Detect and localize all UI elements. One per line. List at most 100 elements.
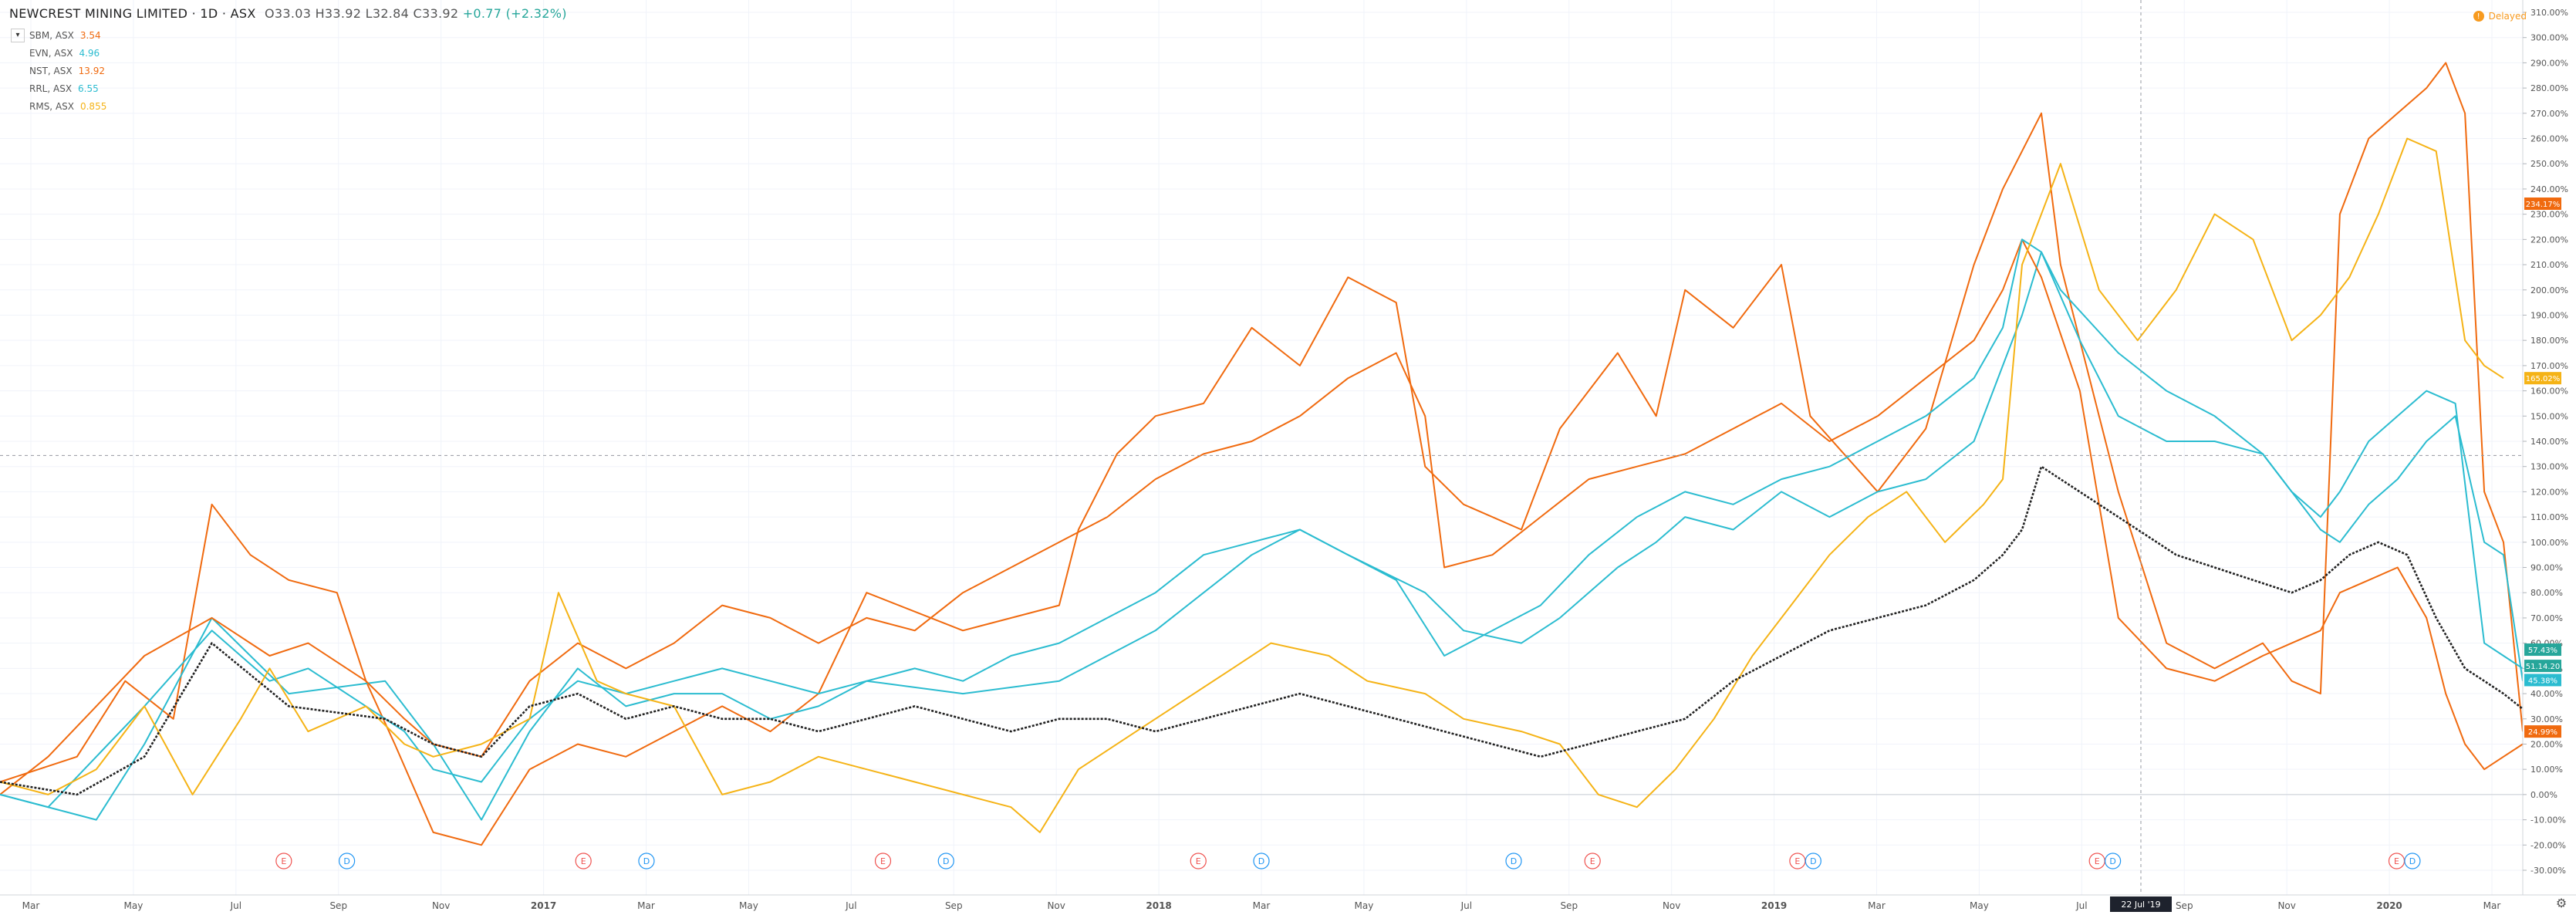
y-tick-label: 110.00%	[2530, 512, 2568, 522]
legend-row[interactable]: ▾ SBM, ASX 3.54	[11, 26, 106, 44]
series-line-ncm[interactable]	[0, 465, 2524, 796]
legend-row[interactable]: NST, ASX 13.92	[11, 62, 106, 79]
last-value-bg	[2524, 674, 2561, 687]
legend-row[interactable]: RRL, ASX 6.55	[11, 79, 106, 97]
x-tick-label: Nov	[432, 900, 450, 911]
x-axis[interactable]: Mar May Jul Sep Nov 2017 Mar May Jul Sep Nov 2018 Ma…	[0, 894, 2576, 911]
last-value-label: 234.17%	[2526, 201, 2561, 209]
y-tick-label: 310.00%	[2530, 8, 2568, 18]
legend-name: RMS, ASX	[29, 100, 74, 112]
y-tick-label: 120.00%	[2530, 487, 2568, 497]
marker-letter: E	[581, 856, 586, 866]
series-line-sbm[interactable]	[0, 62, 2524, 846]
ohlc-values: O33.03 H33.92 L32.84 C33.92	[265, 6, 459, 21]
marker-letter: E	[1196, 856, 1201, 866]
y-tick-label: 160.00%	[2530, 387, 2568, 397]
y-tick-label: 30.00%	[2530, 714, 2563, 724]
y-tick-label: 40.00%	[2530, 689, 2563, 699]
crosshair-date-label: 22 Jul '19	[2121, 900, 2160, 910]
marker-letter: E	[880, 856, 886, 866]
x-tick-label: Mar	[1868, 900, 1886, 911]
last-value-bg	[2524, 643, 2561, 657]
dividend-marker[interactable]	[638, 853, 655, 869]
x-tick-label: Nov	[2277, 900, 2295, 911]
last-value-bg	[2524, 198, 2561, 211]
x-tick-label: Sep	[945, 900, 963, 911]
gear-icon[interactable]: ⚙	[2555, 896, 2568, 910]
delayed-badge[interactable]: ! Delayed	[2473, 11, 2527, 22]
dividend-marker[interactable]	[2404, 853, 2421, 869]
last-value-bg	[2524, 372, 2561, 385]
y-tick-label: 70.00%	[2530, 613, 2563, 623]
dividend-marker[interactable]	[2105, 853, 2122, 869]
y-tick-label: 90.00%	[2530, 563, 2563, 573]
grid	[0, 0, 2523, 895]
y-tick-label: 300.00%	[2530, 33, 2568, 43]
marker-letter: E	[1794, 856, 1800, 866]
earnings-marker[interactable]	[1190, 853, 1207, 869]
x-tick-label: Jul	[845, 900, 856, 911]
y-tick-label: 100.00%	[2530, 538, 2568, 548]
earnings-marker[interactable]	[1584, 853, 1601, 869]
change-value: +0.77 (+2.32%)	[462, 6, 567, 21]
marker-letter: D	[2409, 856, 2416, 866]
x-tick-label: Jul	[2075, 900, 2087, 911]
y-tick-label: 190.00%	[2530, 310, 2568, 320]
marker-letter: D	[1810, 856, 1816, 866]
x-tick-label: Jul	[230, 900, 241, 911]
earnings-marker[interactable]	[575, 853, 592, 869]
x-tick-label: 2018	[1146, 900, 1171, 911]
series-line-rms[interactable]	[0, 137, 2504, 833]
y-tick-label: 130.00%	[2530, 462, 2568, 472]
last-value-label: 165.02%	[2526, 375, 2561, 383]
marker-letter: E	[2095, 856, 2100, 866]
y-tick-label: 180.00%	[2530, 336, 2568, 346]
dividend-marker[interactable]	[1505, 853, 1522, 869]
legend-value: 13.92	[78, 65, 105, 76]
marker-letter: E	[2394, 856, 2399, 866]
x-tick-label: May	[1970, 900, 1989, 911]
y-tick-label: 280.00%	[2530, 83, 2568, 93]
series-line-rrl[interactable]	[0, 238, 2524, 809]
y-tick-label: 270.00%	[2530, 109, 2568, 119]
crosshair-date-bg	[2110, 896, 2172, 912]
y-tick-label: 200.00%	[2530, 285, 2568, 295]
legend-row[interactable]: EVN, ASX 4.96	[11, 44, 106, 62]
price-axis-bg	[2523, 0, 2576, 915]
legend-value: 4.96	[79, 47, 100, 59]
dividend-marker[interactable]	[339, 853, 356, 869]
y-axis[interactable]: 310.00% 300.00% 290.00% 280.00% 270.00% 260.0…	[2522, 0, 2576, 915]
legend-name: EVN, ASX	[29, 47, 73, 59]
marker-letter: D	[1511, 856, 1517, 866]
series-line-nst[interactable]	[0, 238, 2524, 795]
x-tick-label: Mar	[22, 900, 40, 911]
earnings-marker[interactable]	[874, 853, 892, 869]
y-tick-label: 290.00%	[2530, 58, 2568, 68]
y-tick-label: -10.00%	[2530, 815, 2566, 826]
y-tick-label: 260.00%	[2530, 134, 2568, 144]
earnings-marker[interactable]	[275, 853, 292, 869]
y-tick-label: -20.00%	[2530, 840, 2566, 850]
delayed-label: Delayed	[2488, 11, 2527, 22]
dividend-marker[interactable]	[1805, 853, 1821, 869]
collapse-legend-icon[interactable]: ▾	[11, 28, 25, 42]
y-tick-label: 80.00%	[2530, 588, 2563, 598]
marker-letter: E	[1590, 856, 1595, 866]
x-tick-label: Sep	[1560, 900, 1578, 911]
legend-row[interactable]: RMS, ASX 0.855	[11, 97, 106, 115]
marker-letter: D	[1258, 856, 1264, 866]
dividend-marker[interactable]	[1253, 853, 1270, 869]
dividend-marker[interactable]	[937, 853, 954, 869]
x-tick-label: Sep	[2176, 900, 2193, 911]
x-tick-label: May	[1355, 900, 1374, 911]
x-tick-label: May	[739, 900, 758, 911]
x-tick-label: 2019	[1761, 900, 1787, 911]
y-tick-label: 220.00%	[2530, 235, 2568, 245]
last-value-bg	[2524, 660, 2561, 673]
last-value-label: 51.14.20	[2526, 663, 2561, 671]
legend-value: 6.55	[78, 83, 99, 94]
marker-letter: D	[2109, 856, 2115, 866]
